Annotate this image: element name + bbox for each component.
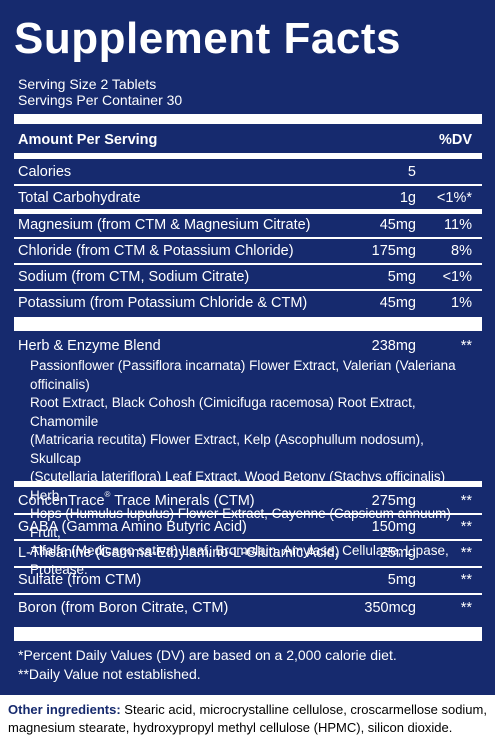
thick-divider bbox=[14, 114, 482, 124]
nutrient-name: Calories bbox=[18, 164, 72, 180]
other-ingredients-label: Other ingredients: bbox=[8, 702, 121, 717]
nutrient-amount: 1g bbox=[399, 190, 416, 206]
ingredient-name: GABA (Gamma Amino Butyric Acid) bbox=[18, 519, 247, 535]
row-divider bbox=[14, 289, 482, 291]
nutrient-name: Magnesium (from CTM & Magnesium Citrate) bbox=[18, 217, 311, 233]
nutrient-dv: <1%* bbox=[436, 190, 472, 206]
nutrient-amount: 5 bbox=[407, 164, 416, 180]
supplement-facts-panel: Supplement Facts Serving Size 2 Tablets … bbox=[0, 0, 495, 695]
nutrient-row: Chloride (from CTM & Potassium Chloride)… bbox=[18, 240, 472, 262]
ingredient-name: Sulfate (from CTM) bbox=[18, 572, 142, 588]
ingredient-row: Boron (from Boron Citrate, CTM) 350mcg *… bbox=[18, 597, 472, 619]
row-divider bbox=[14, 237, 482, 239]
nutrient-row: Potassium (from Potassium Chloride & CTM… bbox=[18, 292, 472, 314]
blend-ingredients: Passionflower (Passiflora incarnata) Flo… bbox=[30, 358, 456, 577]
nutrient-amount: 175mg bbox=[371, 243, 416, 259]
row-divider bbox=[14, 184, 482, 186]
row-divider bbox=[14, 566, 482, 568]
nutrient-amount: 45mg bbox=[379, 295, 416, 311]
nutrient-name: Sodium (from CTM, Sodium Citrate) bbox=[18, 269, 250, 285]
registered-mark: ® bbox=[104, 490, 111, 499]
ingredient-amount: 5mg bbox=[387, 572, 416, 588]
amount-per-serving-label: Amount Per Serving bbox=[18, 132, 158, 148]
dv-header-label: %DV bbox=[438, 132, 472, 148]
row-divider bbox=[14, 539, 482, 541]
ingredient-row: L-Theanine (Gamma-Ethylamino-L-Glutamic … bbox=[18, 542, 472, 564]
ingredient-dv: ** bbox=[460, 519, 472, 535]
row-divider bbox=[14, 513, 482, 515]
ingredient-amount: 150mg bbox=[371, 519, 416, 535]
ingredient-row: ConcenTrace® Trace Minerals (CTM) 275mg … bbox=[18, 490, 472, 512]
nutrient-row: Calories 5 bbox=[18, 161, 472, 183]
ingredient-name: Boron (from Boron Citrate, CTM) bbox=[18, 600, 229, 616]
thick-divider bbox=[14, 627, 482, 641]
section-divider bbox=[14, 481, 482, 487]
footnote-not-established: **Daily Value not established. bbox=[18, 666, 201, 682]
nutrient-dv: 1% bbox=[451, 295, 472, 311]
ingredient-amount: 275mg bbox=[371, 493, 416, 509]
nutrient-row: Sodium (from CTM, Sodium Citrate) 5mg <1… bbox=[18, 266, 472, 288]
nutrient-row: Magnesium (from CTM & Magnesium Citrate)… bbox=[18, 214, 472, 236]
other-ingredients: Other ingredients: Stearic acid, microcr… bbox=[8, 701, 488, 736]
row-divider bbox=[14, 593, 482, 595]
nutrient-amount: 45mg bbox=[379, 217, 416, 233]
nutrient-amount: 5mg bbox=[387, 269, 416, 285]
nutrient-row: Total Carbohydrate 1g <1%* bbox=[18, 187, 472, 209]
other-ingredients-text: Stearic acid, microcrystalline cellulose… bbox=[8, 702, 487, 735]
blend-dv: ** bbox=[460, 338, 472, 354]
ingredient-amount: 25mg bbox=[379, 545, 416, 561]
ingredient-dv: ** bbox=[460, 545, 472, 561]
ingredient-dv: ** bbox=[460, 493, 472, 509]
panel-title: Supplement Facts bbox=[14, 14, 401, 63]
nutrient-name: Potassium (from Potassium Chloride & CTM… bbox=[18, 295, 308, 311]
ingredient-row: GABA (Gamma Amino Butyric Acid) 150mg ** bbox=[18, 516, 472, 538]
servings-per-container: Servings Per Container 30 bbox=[18, 92, 183, 108]
header-row: Amount Per Serving %DV bbox=[18, 129, 472, 151]
blend-name: Herb & Enzyme Blend bbox=[18, 338, 161, 354]
nutrient-name: Chloride (from CTM & Potassium Chloride) bbox=[18, 243, 294, 259]
blend-row: Herb & Enzyme Blend 238mg ** bbox=[18, 335, 472, 357]
nutrient-dv: 8% bbox=[451, 243, 472, 259]
header-divider bbox=[14, 153, 482, 159]
footnote-dv: *Percent Daily Values (DV) are based on … bbox=[18, 647, 397, 663]
blend-amount: 238mg bbox=[371, 338, 416, 354]
nutrient-name: Total Carbohydrate bbox=[18, 190, 141, 206]
thick-divider bbox=[14, 317, 482, 331]
ingredient-row: Sulfate (from CTM) 5mg ** bbox=[18, 569, 472, 591]
row-divider bbox=[14, 263, 482, 265]
serving-size: Serving Size 2 Tablets bbox=[18, 76, 157, 92]
ingredient-amount: 350mcg bbox=[364, 600, 416, 616]
nutrient-dv: <1% bbox=[442, 269, 472, 285]
ingredient-name: ConcenTrace® Trace Minerals (CTM) bbox=[18, 490, 255, 509]
nutrient-dv: 11% bbox=[444, 217, 472, 233]
section-divider bbox=[14, 209, 482, 214]
ingredient-name: L-Theanine (Gamma-Ethylamino-L-Glutamic … bbox=[18, 545, 340, 561]
ingredient-dv: ** bbox=[460, 600, 472, 616]
ingredient-dv: ** bbox=[460, 572, 472, 588]
